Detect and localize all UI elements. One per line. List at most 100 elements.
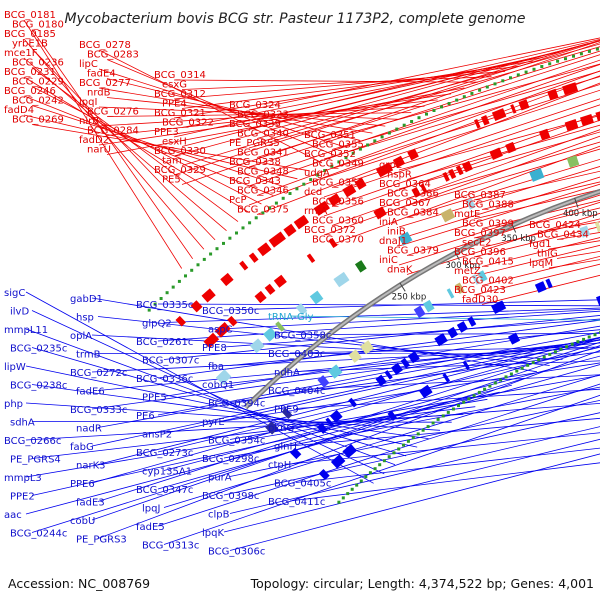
gene-label-clpB: clpB bbox=[208, 510, 230, 521]
leader-line bbox=[295, 388, 600, 409]
track-feature bbox=[264, 283, 276, 295]
leader-line bbox=[398, 115, 600, 171]
gene-label-BCG_0358c: BCG_0358c bbox=[274, 331, 331, 342]
track-feature bbox=[418, 384, 433, 399]
track-feature bbox=[215, 369, 232, 385]
gene-label-BCG_0434: BCG_0434 bbox=[537, 230, 589, 241]
gc-mark bbox=[556, 59, 560, 63]
gc-mark bbox=[436, 417, 440, 421]
gc-mark bbox=[395, 127, 399, 131]
gene-label-iniC: iniC bbox=[379, 255, 398, 266]
track-feature bbox=[474, 118, 481, 129]
leader-line bbox=[31, 67, 239, 222]
gene-label-PE_PGRS4: PE_PGRS4 bbox=[10, 455, 61, 466]
position-tick bbox=[511, 223, 517, 233]
track-feature bbox=[422, 299, 435, 313]
leader-line bbox=[173, 43, 589, 157]
leader-line bbox=[256, 59, 600, 177]
gene-label-BCG_0312: BCG_0312 bbox=[154, 89, 206, 100]
gene-label-PPE5: PPE5 bbox=[142, 393, 167, 404]
track-feature bbox=[489, 147, 503, 161]
leader-line bbox=[323, 135, 600, 236]
leader-line bbox=[289, 346, 600, 354]
leader-line bbox=[31, 384, 429, 439]
tick-label-250-kbp: 250 kbp bbox=[392, 292, 427, 302]
gene-label-BCG_0277: BCG_0277 bbox=[79, 78, 131, 89]
leader-line bbox=[331, 145, 600, 245]
gene-label-BCG_0284: BCG_0284 bbox=[87, 126, 139, 137]
leader-line bbox=[163, 325, 600, 397]
gc-mark bbox=[350, 487, 354, 491]
gene-label-BCG_0306c: BCG_0306c bbox=[208, 547, 265, 558]
gc-mark bbox=[548, 62, 552, 66]
track-feature bbox=[248, 252, 259, 263]
leader-line bbox=[31, 48, 216, 241]
leader-line bbox=[223, 438, 600, 533]
track-feature bbox=[471, 274, 480, 285]
gc-mark bbox=[501, 79, 505, 83]
gene-label-thiG: thiG bbox=[537, 249, 558, 260]
gene-label-aspC: aspC bbox=[208, 325, 233, 336]
track-feature bbox=[273, 274, 287, 288]
gc-mark bbox=[509, 76, 512, 80]
gene-label-BCG_0424: BCG_0424 bbox=[529, 220, 581, 231]
gc-mark bbox=[261, 211, 265, 215]
track-feature bbox=[281, 407, 293, 420]
leader-line bbox=[229, 426, 600, 514]
gc-mark bbox=[462, 95, 466, 99]
track-feature bbox=[462, 360, 471, 370]
leader-line bbox=[23, 114, 298, 180]
gc-mark bbox=[565, 345, 569, 349]
gc-mark bbox=[323, 169, 327, 173]
track-feature bbox=[461, 160, 473, 173]
gene-label-BCG_0323: BCG_0323 bbox=[237, 110, 289, 121]
track-feature bbox=[510, 104, 517, 114]
gc-mark bbox=[457, 404, 460, 408]
track-feature bbox=[342, 443, 357, 459]
track-feature bbox=[477, 270, 488, 282]
gene-label-BCG_0398c: BCG_0398c bbox=[202, 491, 259, 502]
gc-mark bbox=[516, 73, 520, 77]
track-feature bbox=[290, 447, 302, 460]
gene-label-lpqM: lpqM bbox=[529, 258, 553, 269]
leader-line bbox=[248, 37, 600, 111]
track-feature bbox=[293, 214, 310, 230]
leader-line bbox=[223, 299, 600, 311]
gene-label-BCG_0231: BCG_0231 bbox=[4, 67, 56, 78]
gc-mark bbox=[524, 70, 528, 74]
gene-label-BCG_0350c: BCG_0350c bbox=[202, 306, 259, 317]
gene-label-fadD4: fadD4 bbox=[4, 105, 34, 116]
gene-label-BCG_0423: BCG_0423 bbox=[454, 285, 506, 296]
gene-label-BCG_0375: BCG_0375 bbox=[237, 205, 289, 216]
backbone-ring bbox=[243, 188, 600, 410]
leader-line bbox=[406, 176, 600, 237]
gene-label-PcP: PcP bbox=[229, 195, 247, 206]
gene-label-BCG_0403c: BCG_0403c bbox=[268, 349, 325, 360]
leader-line bbox=[163, 374, 600, 508]
gc-mark bbox=[382, 459, 386, 463]
track-feature bbox=[480, 115, 490, 126]
leader-line bbox=[331, 129, 600, 226]
gene-label-BCG_0180: BCG_0180 bbox=[12, 20, 64, 31]
track-feature bbox=[407, 148, 419, 161]
track-feature bbox=[354, 177, 367, 190]
gene-label-BCG_0352: BCG_0352 bbox=[304, 149, 356, 160]
track-feature bbox=[413, 305, 426, 319]
leader-line bbox=[406, 124, 600, 180]
tick-label-300-kbp: 300 kbp bbox=[445, 261, 480, 271]
gene-label-PPE4: PPE4 bbox=[162, 99, 187, 110]
track-feature bbox=[375, 374, 387, 387]
leader-line bbox=[248, 75, 600, 206]
leader-line bbox=[256, 38, 600, 120]
gene-label-BCG_0354c: BCG_0354c bbox=[208, 436, 265, 447]
gc-mark bbox=[587, 335, 591, 339]
leader-line bbox=[25, 291, 374, 484]
gene-label-BCG_0339: BCG_0339 bbox=[229, 119, 281, 130]
gene-label-BCG_0370: BCG_0370 bbox=[312, 235, 364, 246]
gene-label-grpE: grpE bbox=[379, 160, 402, 171]
gene-label-BCG_0340: BCG_0340 bbox=[237, 129, 289, 140]
gene-label-cobU: cobU bbox=[70, 516, 95, 527]
track-feature bbox=[491, 108, 507, 121]
gene-label-BCG_0273c: BCG_0273c bbox=[136, 448, 193, 459]
gene-label-glpQ2: glpQ2 bbox=[142, 319, 172, 330]
